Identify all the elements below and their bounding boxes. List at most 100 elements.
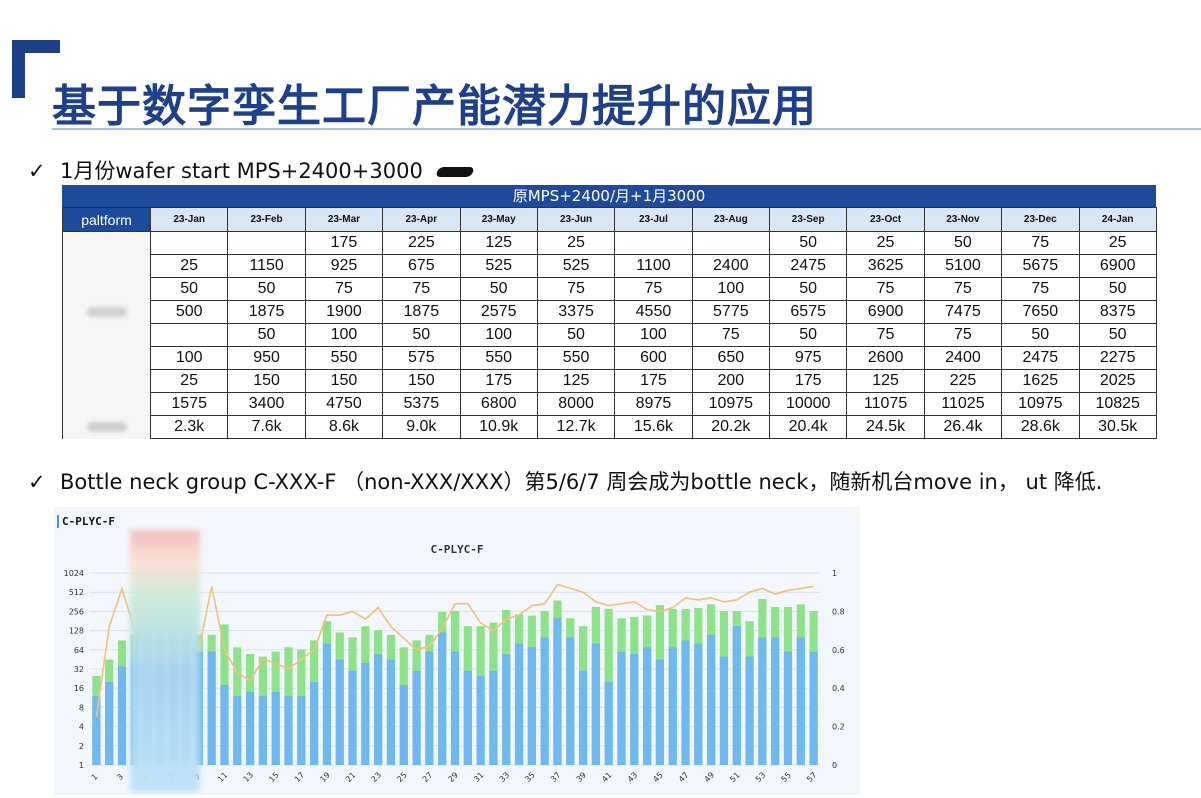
table-cell: 4750	[304, 392, 384, 416]
table-cell: 1900	[304, 300, 384, 324]
x-tick-label: 19	[318, 770, 332, 784]
table-cell: 100	[149, 346, 229, 370]
y2-tick-label: 0.4	[832, 684, 845, 693]
table-cell: 25	[149, 254, 229, 278]
bar-bottom-segment	[322, 643, 332, 765]
table-cell: 28.6k	[1001, 415, 1080, 439]
table-cell: 5775	[691, 300, 771, 324]
y2-tick-label: 0	[832, 761, 837, 770]
bullet-mps: ✓ 1月份wafer start MPS+2400+3000	[28, 155, 475, 185]
table-cell: 675	[382, 254, 461, 278]
table-cell: 150	[304, 369, 384, 393]
table-row: 175 225 125 25 50 25 50 75 25	[62, 231, 1157, 255]
platform-header: paltform	[62, 207, 151, 232]
y-tick-label: 64	[74, 646, 84, 655]
table-row: 500 1875 1900 1875 2575 3375 4550 5775 6575 6900 7…	[62, 300, 1157, 324]
month-header: 23-Apr	[382, 207, 461, 232]
table-cell: 12.7k	[536, 415, 616, 439]
table-cell: 15.6k	[614, 415, 693, 439]
table-cell: 10825	[1078, 392, 1157, 416]
x-tick-label: 11	[216, 770, 230, 784]
table-cell: 7.6k	[227, 415, 306, 439]
table-cell: 50	[923, 231, 1003, 255]
x-tick-label: 33	[498, 770, 512, 784]
bar-bottom-segment	[643, 647, 652, 765]
platform-cell-redacted	[62, 231, 151, 255]
bar-bottom-segment	[399, 684, 408, 765]
x-tick-label: 27	[421, 770, 435, 784]
table-cell: 50	[227, 277, 306, 301]
table-cell: 11025	[923, 392, 1003, 416]
table-cell	[149, 231, 229, 255]
month-header: 23-Jan	[149, 207, 229, 232]
table-cell: 975	[768, 346, 848, 370]
table-cell: 575	[382, 346, 461, 370]
x-tick-label: 45	[651, 770, 665, 784]
platform-cell-redacted	[62, 392, 151, 416]
x-tick-label: 1	[90, 772, 100, 782]
bar-bottom-segment	[655, 659, 665, 765]
table-cell: 100	[691, 277, 771, 301]
month-header: 23-Sep	[768, 207, 848, 232]
table-cell: 175	[768, 369, 848, 393]
table-cell	[227, 231, 306, 255]
table-cell: 125	[459, 231, 538, 255]
x-tick-label: 47	[677, 770, 691, 784]
redaction-mark	[434, 167, 475, 177]
table-cell: 25	[1078, 231, 1157, 255]
table-row: 1575 3400 4750 5375 6800 8000 8975 10975 10000 11…	[62, 392, 1157, 416]
table-banner: 原MPS+2400/月+1月3000	[62, 185, 1156, 207]
table-row: 50 100 50 100 50 100 75 50 75 75 50 50	[62, 323, 1157, 347]
table-cell: 950	[227, 346, 306, 370]
bar-bottom-segment	[450, 651, 460, 765]
table-cell: 20.4k	[768, 415, 848, 439]
bar-bottom-segment	[220, 684, 229, 765]
x-tick-label: 15	[267, 770, 281, 784]
bar-bottom-segment	[463, 670, 472, 765]
bar-bottom-segment	[297, 696, 306, 765]
table-cell: 7650	[1001, 300, 1080, 324]
x-tick-label: 49	[703, 770, 717, 784]
table-cell: 9.0k	[382, 415, 461, 439]
table-cell: 125	[846, 369, 925, 393]
bullet-mps-text: 1月份wafer start MPS+2400+3000	[60, 159, 423, 183]
x-tick-label: 13	[242, 770, 256, 784]
month-header: 23-Dec	[1001, 207, 1080, 232]
bar-bottom-segment	[681, 640, 690, 765]
table-cell: 100	[614, 323, 693, 347]
bar-bottom-segment	[809, 651, 818, 765]
table-cell: 75	[846, 277, 925, 301]
table-cell: 600	[614, 346, 693, 370]
table-cell: 6800	[459, 392, 538, 416]
table-cell: 525	[459, 254, 538, 278]
table-cell: 175	[459, 369, 538, 393]
platform-cell-redacted	[62, 254, 151, 278]
y-tick-label: 128	[69, 627, 84, 636]
table-cell: 24.5k	[846, 415, 925, 439]
table-cell: 26.4k	[923, 415, 1003, 439]
table-cell: 2.3k	[149, 415, 229, 439]
title-divider	[52, 128, 1201, 130]
platform-cell-redacted	[62, 300, 151, 324]
chart-title: C-PLYC-F	[430, 543, 484, 556]
utilization-line	[95, 583, 814, 718]
bar-bottom-segment	[745, 656, 754, 765]
bullet-bottleneck: ✓ Bottle neck group C-XXX-F （non-XXX/XXX）…	[28, 466, 1102, 496]
table-cell: 500	[149, 300, 229, 324]
table-cell: 50	[768, 231, 848, 255]
month-header: 23-Jun	[536, 207, 616, 232]
table-row: 100 950 550 575 550 550 600 650 975 2600 2400 2475 2…	[62, 346, 1157, 370]
table-cell: 6900	[1078, 254, 1157, 278]
bar-bottom-segment	[361, 662, 370, 765]
bar-bottom-segment	[707, 634, 716, 765]
table-cell: 6900	[846, 300, 925, 324]
table-cell: 2475	[768, 254, 848, 278]
y-tick-label: 8	[79, 703, 84, 712]
table-cell: 1575	[149, 392, 229, 416]
table-cell: 50	[768, 277, 848, 301]
x-tick-label: 57	[805, 770, 819, 784]
bar-bottom-segment	[771, 637, 780, 765]
x-tick-label: 53	[754, 770, 768, 784]
x-tick-label: 25	[395, 770, 409, 784]
table-cell: 75	[614, 277, 693, 301]
